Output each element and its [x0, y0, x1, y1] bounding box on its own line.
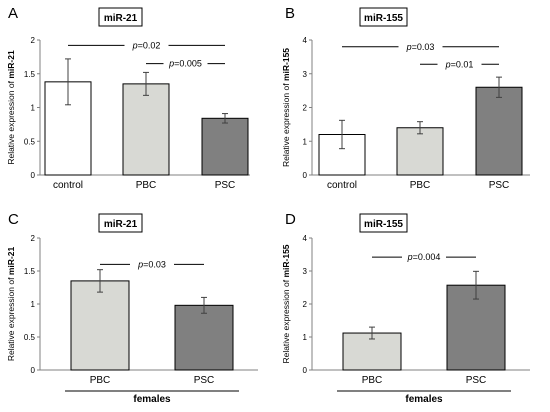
y-tick-label: 0 [303, 366, 308, 375]
p-value: 0.02 [143, 40, 161, 50]
y-tick-label: 3 [303, 70, 308, 79]
p-value-label: p=0.03 [137, 259, 166, 269]
p-value: 0.03 [148, 259, 166, 269]
category-label: PBC [410, 180, 431, 191]
y-axis-label-prefix: Relative expression of [6, 79, 16, 165]
p-symbol: p [132, 40, 138, 50]
p-symbol: p [168, 59, 174, 69]
bar-psc [174, 304, 234, 371]
y-axis-label-prefix: Relative expression of [281, 278, 291, 364]
p-value-label: p=0.03 [406, 42, 435, 52]
category-label: control [327, 180, 357, 191]
category-label: PBC [90, 375, 111, 386]
y-axis-label-mirna: miR-155 [281, 48, 291, 81]
p-symbol: p [445, 59, 451, 69]
category-label: PSC [194, 375, 215, 386]
y-axis-label: Relative expression of miR-21 [6, 50, 16, 165]
bar-psc [201, 117, 249, 176]
y-tick-label: 1 [31, 300, 36, 309]
p-equals: = [413, 252, 418, 262]
chart-title-box [98, 7, 143, 27]
bar-pbc [122, 83, 170, 176]
y-axis-label: Relative expression of miR-21 [6, 247, 16, 362]
chart-title: miR-155 [364, 13, 403, 24]
p-value: 0.03 [417, 42, 435, 52]
p-value: 0.004 [418, 252, 441, 262]
y-tick-label: 2 [303, 300, 308, 309]
y-tick-label: 3 [303, 267, 308, 276]
p-value: 0.01 [456, 59, 474, 69]
p-value-label: p=0.005 [168, 59, 202, 69]
y-tick-label: 0.5 [24, 137, 36, 146]
p-value-label: p=0.01 [445, 59, 474, 69]
p-equals: = [451, 59, 456, 69]
y-axis-label-mirna: miR-21 [6, 50, 16, 79]
panel-letter: A [8, 5, 18, 22]
group-label: females [405, 394, 443, 405]
y-tick-label: 0 [31, 171, 36, 180]
chart-title: miR-155 [364, 219, 403, 230]
y-axis-label: Relative expression of miR-155 [281, 244, 291, 363]
p-equals: = [138, 40, 143, 50]
p-symbol: p [406, 42, 412, 52]
y-tick-label: 4 [303, 36, 308, 45]
y-tick-label: 2 [31, 234, 36, 243]
y-tick-label: 4 [303, 234, 308, 243]
chart-title: miR-21 [104, 219, 138, 230]
chart-title-box [359, 213, 408, 233]
chart-title-box [98, 213, 143, 233]
p-symbol: p [407, 252, 413, 262]
p-value-label: p=0.004 [407, 252, 441, 262]
y-tick-label: 1 [31, 104, 36, 113]
y-tick-label: 1 [303, 137, 308, 146]
y-axis-label-prefix: Relative expression of [281, 81, 291, 167]
y-axis-label: Relative expression of miR-155 [281, 48, 291, 167]
y-tick-label: 1.5 [24, 267, 36, 276]
group-label: females [133, 394, 171, 405]
y-axis-label-prefix: Relative expression of [6, 275, 16, 361]
category-label: PSC [489, 180, 510, 191]
p-equals: = [174, 59, 179, 69]
category-label: PBC [362, 375, 383, 386]
panel-letter: B [285, 5, 295, 22]
bar-pbc [70, 280, 130, 371]
y-tick-label: 1 [303, 333, 308, 342]
chart-title-box [359, 7, 408, 27]
y-tick-label: 0 [31, 366, 36, 375]
p-equals: = [412, 42, 417, 52]
y-tick-label: 1.5 [24, 70, 36, 79]
bar-psc [475, 86, 523, 176]
y-tick-label: 0 [303, 171, 308, 180]
chart-title: miR-21 [104, 13, 138, 24]
y-tick-label: 2 [303, 104, 308, 113]
category-label: PBC [136, 180, 157, 191]
y-axis-label-mirna: miR-155 [281, 244, 291, 277]
p-value-label: p=0.02 [132, 40, 161, 50]
p-equals: = [143, 259, 148, 269]
panel-letter: D [285, 211, 296, 228]
category-label: PSC [466, 375, 487, 386]
category-label: PSC [215, 180, 236, 191]
panel-letter: C [8, 211, 19, 228]
y-tick-label: 0.5 [24, 333, 36, 342]
p-symbol: p [137, 259, 143, 269]
y-tick-label: 2 [31, 36, 36, 45]
bar-pbc [396, 127, 444, 176]
p-value: 0.005 [179, 59, 202, 69]
y-axis-label-mirna: miR-21 [6, 247, 16, 276]
category-label: control [53, 180, 83, 191]
